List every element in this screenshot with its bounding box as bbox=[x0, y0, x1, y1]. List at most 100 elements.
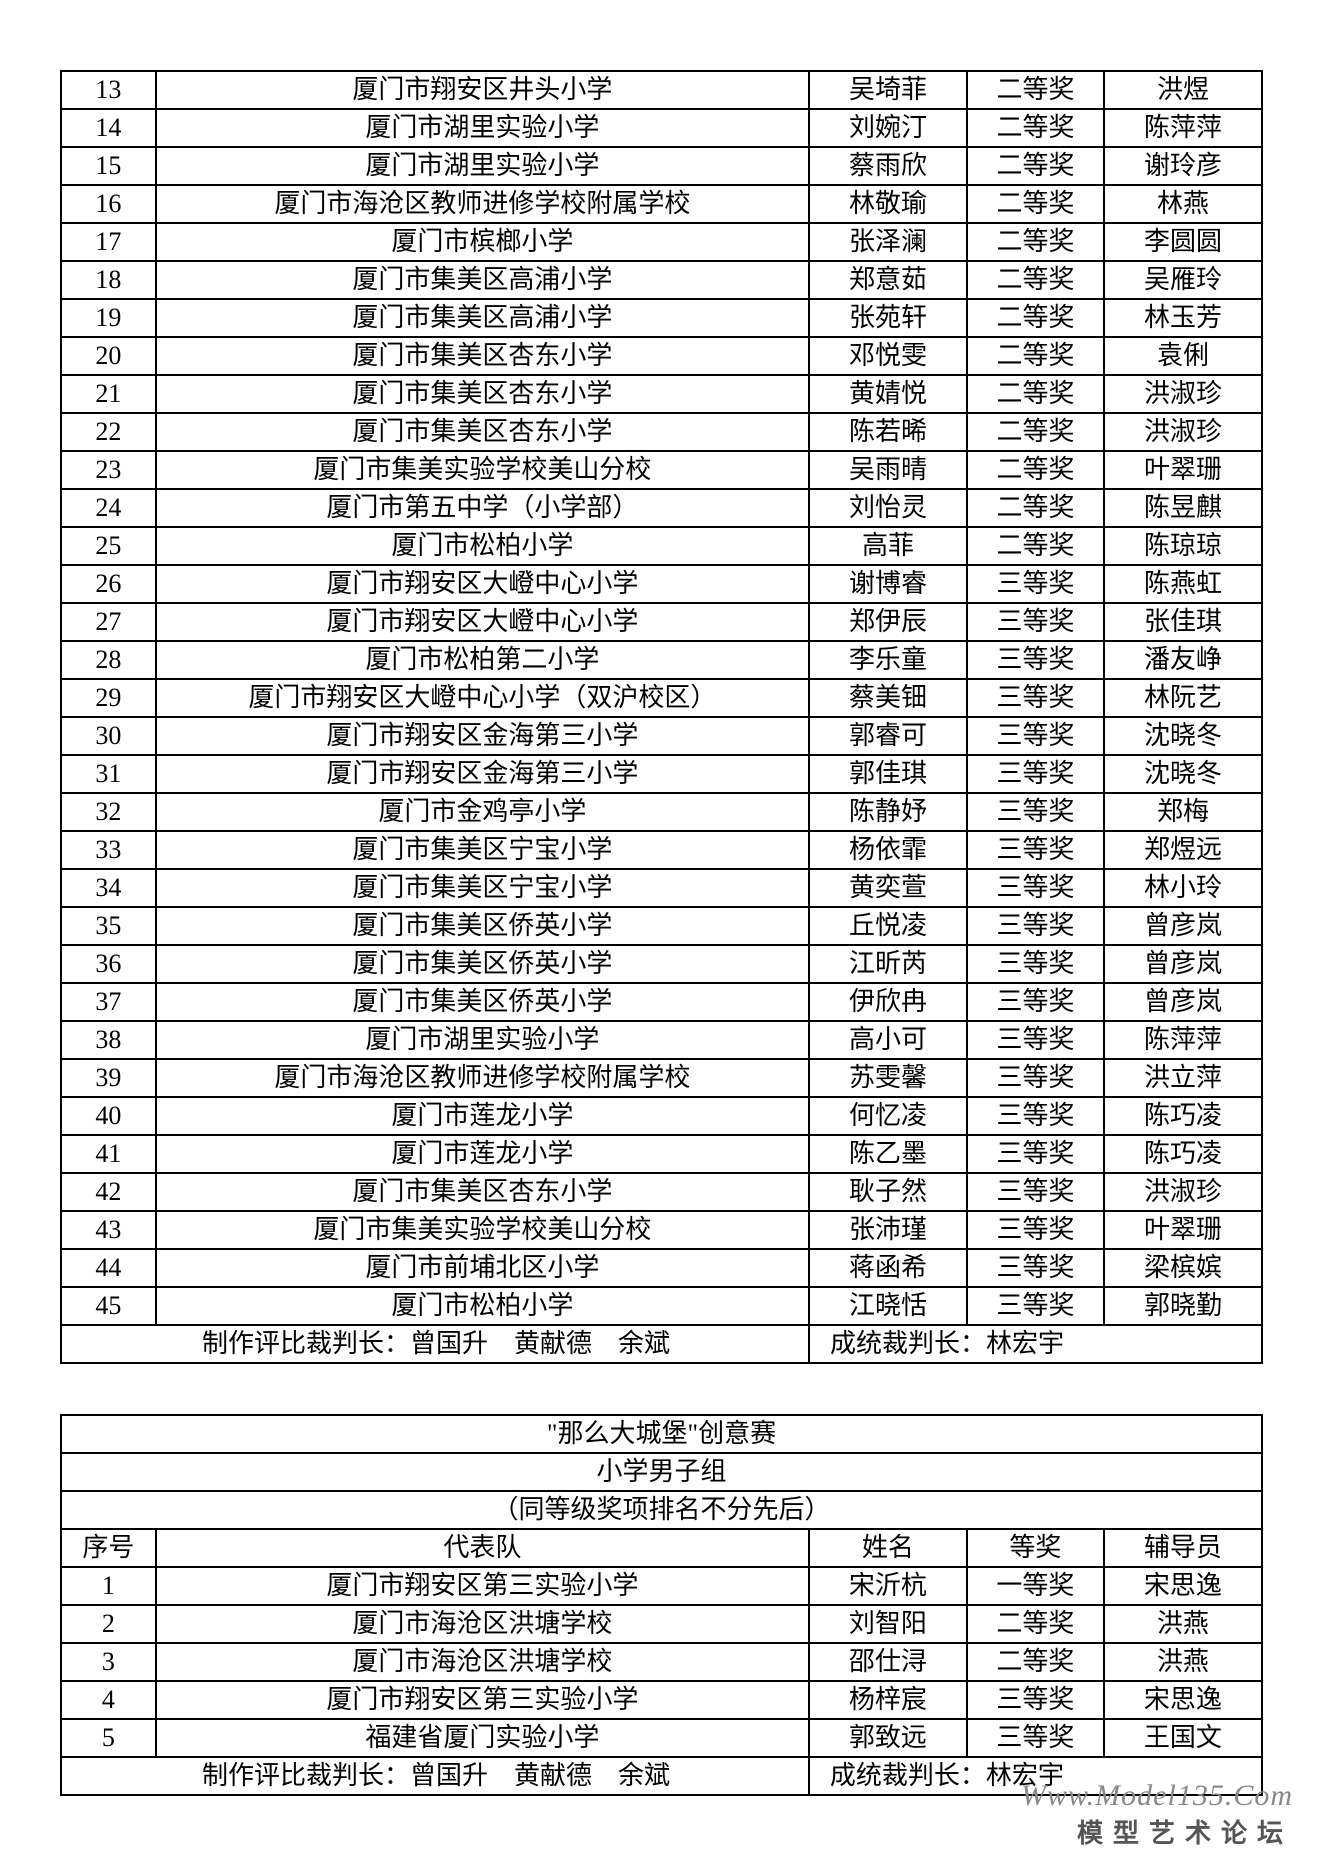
table-row: 39厦门市海沧区教师进修学校附属学校苏雯馨三等奖洪立萍 bbox=[61, 1059, 1262, 1097]
cell-name: 刘智阳 bbox=[809, 1605, 967, 1643]
cell-coach: 洪燕 bbox=[1104, 1643, 1262, 1681]
cell-team: 厦门市翔安区金海第三小学 bbox=[156, 755, 809, 793]
cell-num: 36 bbox=[61, 945, 156, 983]
cell-coach: 宋思逸 bbox=[1104, 1567, 1262, 1605]
cell-num: 17 bbox=[61, 223, 156, 261]
cell-team: 厦门市湖里实验小学 bbox=[156, 1021, 809, 1059]
cell-name: 张泽澜 bbox=[809, 223, 967, 261]
cell-award: 一等奖 bbox=[967, 1567, 1104, 1605]
cell-coach: 洪淑珍 bbox=[1104, 413, 1262, 451]
cell-team: 厦门市湖里实验小学 bbox=[156, 109, 809, 147]
cell-award: 二等奖 bbox=[967, 527, 1104, 565]
table-row: 23厦门市集美实验学校美山分校吴雨晴二等奖叶翠珊 bbox=[61, 451, 1262, 489]
cell-num: 34 bbox=[61, 869, 156, 907]
cell-name: 陈乙墨 bbox=[809, 1135, 967, 1173]
cell-award: 三等奖 bbox=[967, 1097, 1104, 1135]
cell-award: 二等奖 bbox=[967, 1643, 1104, 1681]
cell-team: 厦门市翔安区金海第三小学 bbox=[156, 717, 809, 755]
table-row: 24厦门市第五中学（小学部）刘怡灵二等奖陈昱麒 bbox=[61, 489, 1262, 527]
cell-coach: 李圆圆 bbox=[1104, 223, 1262, 261]
cell-num: 45 bbox=[61, 1287, 156, 1325]
cell-coach: 宋思逸 bbox=[1104, 1681, 1262, 1719]
cell-num: 33 bbox=[61, 831, 156, 869]
cell-num: 15 bbox=[61, 147, 156, 185]
cell-num: 27 bbox=[61, 603, 156, 641]
cell-team: 厦门市第五中学（小学部） bbox=[156, 489, 809, 527]
ranking-note: （同等级奖项排名不分先后） bbox=[61, 1491, 1262, 1529]
table-row: 29厦门市翔安区大嶝中心小学（双沪校区）蔡美钿三等奖林阮艺 bbox=[61, 679, 1262, 717]
cell-num: 21 bbox=[61, 375, 156, 413]
cell-award: 三等奖 bbox=[967, 755, 1104, 793]
cell-team: 厦门市集美区侨英小学 bbox=[156, 983, 809, 1021]
table2-note-row: （同等级奖项排名不分先后） bbox=[61, 1491, 1262, 1529]
cell-award: 三等奖 bbox=[967, 603, 1104, 641]
cell-award: 三等奖 bbox=[967, 1059, 1104, 1097]
cell-team: 厦门市翔安区大嶝中心小学 bbox=[156, 565, 809, 603]
cell-coach: 林玉芳 bbox=[1104, 299, 1262, 337]
cell-award: 二等奖 bbox=[967, 109, 1104, 147]
cell-num: 25 bbox=[61, 527, 156, 565]
cell-award: 三等奖 bbox=[967, 565, 1104, 603]
cell-name: 江昕芮 bbox=[809, 945, 967, 983]
table-row: 36厦门市集美区侨英小学江昕芮三等奖曾彦岚 bbox=[61, 945, 1262, 983]
cell-name: 吴埼菲 bbox=[809, 71, 967, 109]
header-team: 代表队 bbox=[156, 1529, 809, 1567]
table-row: 16厦门市海沧区教师进修学校附属学校林敬瑜二等奖林燕 bbox=[61, 185, 1262, 223]
cell-num: 42 bbox=[61, 1173, 156, 1211]
cell-name: 耿子然 bbox=[809, 1173, 967, 1211]
table-row: 31厦门市翔安区金海第三小学郭佳琪三等奖沈晓冬 bbox=[61, 755, 1262, 793]
cell-team: 厦门市集美区宁宝小学 bbox=[156, 831, 809, 869]
cell-name: 蒋函希 bbox=[809, 1249, 967, 1287]
cell-coach: 林阮艺 bbox=[1104, 679, 1262, 717]
cell-team: 厦门市集美实验学校美山分校 bbox=[156, 1211, 809, 1249]
cell-team: 厦门市前埔北区小学 bbox=[156, 1249, 809, 1287]
cell-team: 厦门市集美区杏东小学 bbox=[156, 375, 809, 413]
cell-coach: 潘友峥 bbox=[1104, 641, 1262, 679]
cell-num: 32 bbox=[61, 793, 156, 831]
cell-coach: 陈巧凌 bbox=[1104, 1135, 1262, 1173]
cell-award: 三等奖 bbox=[967, 1681, 1104, 1719]
cell-coach: 洪煜 bbox=[1104, 71, 1262, 109]
cell-award: 三等奖 bbox=[967, 1021, 1104, 1059]
cell-award: 三等奖 bbox=[967, 983, 1104, 1021]
cell-award: 三等奖 bbox=[967, 1173, 1104, 1211]
cell-team: 厦门市集美区侨英小学 bbox=[156, 907, 809, 945]
cell-team: 厦门市松柏小学 bbox=[156, 527, 809, 565]
cell-coach: 陈巧凌 bbox=[1104, 1097, 1262, 1135]
cell-coach: 沈晓冬 bbox=[1104, 755, 1262, 793]
cell-name: 李乐童 bbox=[809, 641, 967, 679]
cell-award: 三等奖 bbox=[967, 1211, 1104, 1249]
cell-coach: 陈萍萍 bbox=[1104, 1021, 1262, 1059]
cell-name: 刘怡灵 bbox=[809, 489, 967, 527]
cell-team: 厦门市莲龙小学 bbox=[156, 1097, 809, 1135]
table-row: 37厦门市集美区侨英小学伊欣冉三等奖曾彦岚 bbox=[61, 983, 1262, 1021]
cell-award: 三等奖 bbox=[967, 1249, 1104, 1287]
cell-award: 三等奖 bbox=[967, 793, 1104, 831]
cell-name: 陈静妤 bbox=[809, 793, 967, 831]
cell-num: 41 bbox=[61, 1135, 156, 1173]
cell-team: 厦门市集美实验学校美山分校 bbox=[156, 451, 809, 489]
cell-name: 张沛瑾 bbox=[809, 1211, 967, 1249]
cell-coach: 王国文 bbox=[1104, 1719, 1262, 1757]
cell-award: 二等奖 bbox=[967, 489, 1104, 527]
cell-award: 三等奖 bbox=[967, 945, 1104, 983]
cell-name: 宋沂杭 bbox=[809, 1567, 967, 1605]
cell-coach: 张佳琪 bbox=[1104, 603, 1262, 641]
cell-name: 郑伊辰 bbox=[809, 603, 967, 641]
cell-num: 16 bbox=[61, 185, 156, 223]
cell-team: 厦门市松柏小学 bbox=[156, 1287, 809, 1325]
table-row: 5福建省厦门实验小学郭致远三等奖王国文 bbox=[61, 1719, 1262, 1757]
cell-team: 厦门市翔安区第三实验小学 bbox=[156, 1567, 809, 1605]
cell-name: 郭致远 bbox=[809, 1719, 967, 1757]
table-row: 2厦门市海沧区洪塘学校刘智阳二等奖洪燕 bbox=[61, 1605, 1262, 1643]
cell-coach: 叶翠珊 bbox=[1104, 451, 1262, 489]
cell-num: 37 bbox=[61, 983, 156, 1021]
table-row: 45厦门市松柏小学江晓恬三等奖郭晓勤 bbox=[61, 1287, 1262, 1325]
cell-coach: 吴雁玲 bbox=[1104, 261, 1262, 299]
header-coach: 辅导员 bbox=[1104, 1529, 1262, 1567]
cell-name: 张苑轩 bbox=[809, 299, 967, 337]
cell-team: 厦门市海沧区教师进修学校附属学校 bbox=[156, 1059, 809, 1097]
header-name: 姓名 bbox=[809, 1529, 967, 1567]
cell-award: 三等奖 bbox=[967, 907, 1104, 945]
header-award: 等奖 bbox=[967, 1529, 1104, 1567]
